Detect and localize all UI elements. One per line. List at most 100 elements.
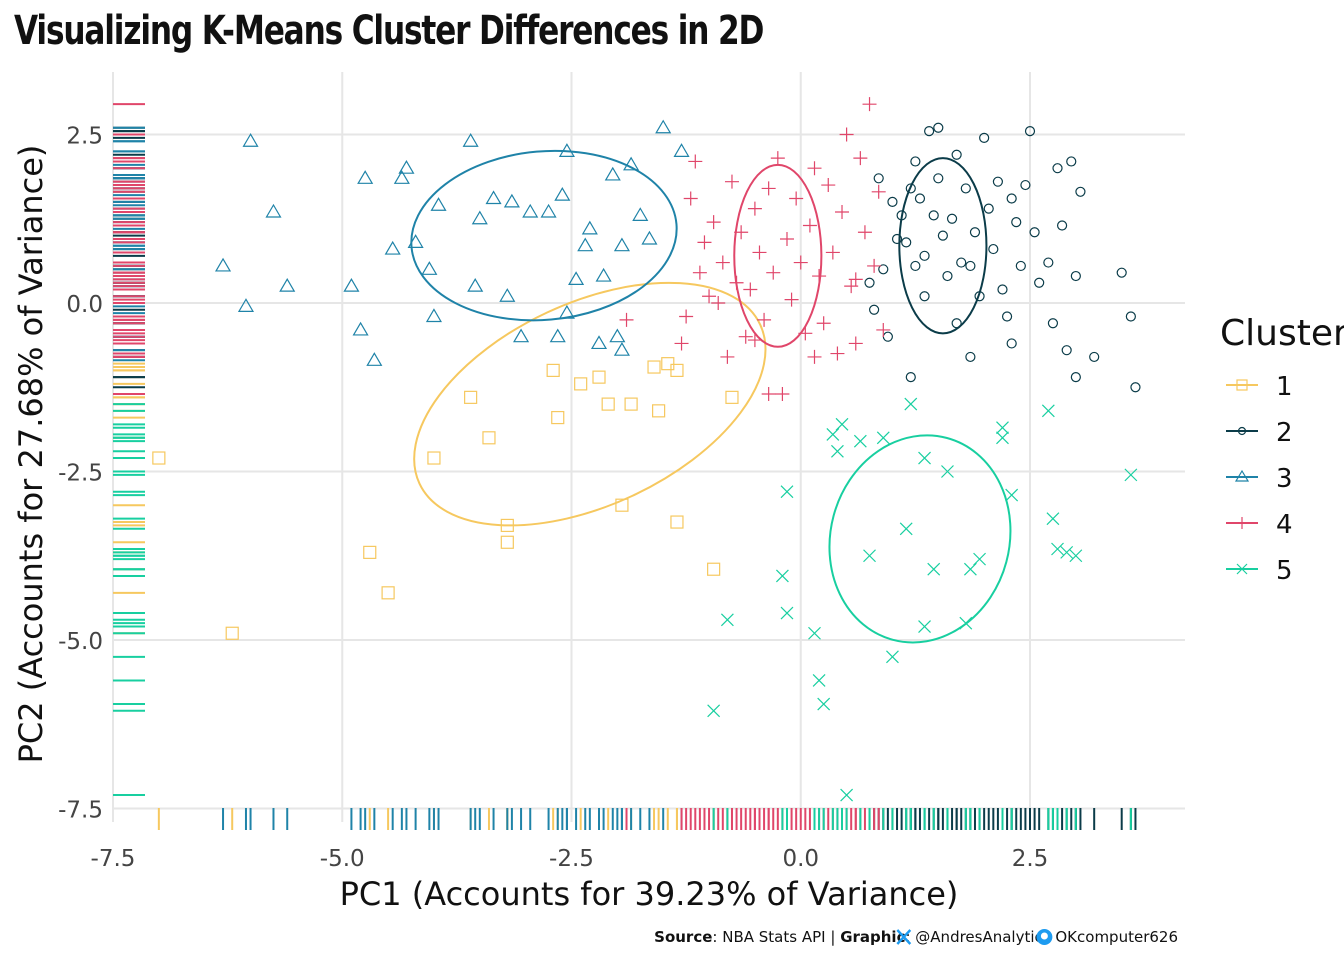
cluster-3-point [430, 197, 447, 211]
cluster-4-point [807, 349, 822, 364]
legend: 1 2 3 4 5 [1226, 372, 1293, 586]
cluster-1-point [601, 397, 615, 411]
cluster-2-point [1029, 227, 1040, 238]
cluster-2-point [997, 284, 1008, 295]
cluster-5-point [853, 434, 867, 448]
cluster-5-point [973, 552, 986, 566]
tick-labels: -7.5 -5.0 -2.5 0.0 2.5 2.5 0.0 -2.5 -5.0 -7.5 [58, 124, 1048, 873]
x-tick-label: -7.5 [91, 846, 136, 872]
y-tick-label: -2.5 [58, 461, 103, 487]
cluster-2-point [965, 351, 976, 363]
cluster-2-point [951, 318, 962, 329]
cluster-5-point [817, 697, 831, 711]
cluster-5-point [1124, 468, 1138, 482]
cluster-3-point [581, 220, 598, 235]
legend-label-3: 3 [1276, 464, 1293, 494]
x-tick-label: 0.0 [782, 846, 819, 872]
github-icon-face [1040, 932, 1048, 940]
cluster-2-point [992, 176, 1004, 187]
cluster-4-point [821, 178, 836, 193]
x-logo-icon-mark [896, 929, 912, 945]
cluster-3-point [613, 341, 630, 356]
cluster-4-point [720, 349, 735, 364]
cluster-4-point [807, 161, 822, 176]
legend-label-1: 1 [1276, 372, 1293, 402]
cluster-5-point [780, 606, 794, 620]
cluster-2-point [919, 250, 930, 261]
cluster-2-point [1130, 382, 1141, 393]
cluster-2-point [1056, 220, 1068, 231]
cluster-4-point [871, 184, 886, 199]
cluster-1-point [546, 363, 560, 377]
cluster-5-point [1060, 545, 1074, 559]
cluster-5-point [863, 549, 876, 563]
cluster-4-point [702, 289, 717, 304]
cluster-2-point [901, 237, 912, 248]
y-tick-label: 0.0 [66, 292, 103, 318]
legend-key-marker-4 [1236, 517, 1248, 529]
cluster-5-point [941, 465, 954, 478]
cluster-2-point [910, 260, 921, 272]
cluster-4-point [761, 386, 776, 401]
cluster-1-point [152, 451, 166, 465]
cluster-1-point [363, 545, 377, 559]
cluster-4-point [793, 255, 808, 270]
cluster-3-point [421, 261, 438, 275]
cluster-1-point [500, 518, 514, 533]
cluster-5-point [1046, 512, 1060, 526]
y-tick-label: -7.5 [58, 798, 103, 824]
cluster-1-point [592, 370, 606, 384]
cluster-5-point [840, 788, 854, 802]
cluster-3-point [471, 210, 488, 225]
cluster-2-point [1066, 156, 1077, 167]
cluster-4-point [766, 265, 781, 280]
x-tick-label: -2.5 [549, 846, 594, 872]
cluster-2-point [1047, 318, 1059, 329]
cluster-3-point [522, 203, 539, 218]
grid-lines [112, 72, 1185, 822]
cluster-3-point [214, 257, 232, 272]
legend-label-2: 2 [1276, 418, 1293, 448]
cluster-5-point [996, 431, 1009, 445]
cluster-1-point [647, 360, 661, 374]
cluster-2-point [1089, 351, 1100, 363]
cluster-4-point [853, 151, 868, 166]
cluster-2-point [1024, 126, 1036, 137]
cluster-5-point [707, 704, 721, 718]
legend-label-4: 4 [1276, 510, 1293, 540]
cluster-5-point [812, 674, 826, 687]
cluster-2-point [937, 230, 948, 241]
cluster-3-point [398, 160, 415, 174]
legend-title: Cluster [1220, 313, 1344, 354]
cluster-3-point [577, 237, 594, 252]
caption: Source: NBA Stats API | Graphic: @Andres… [654, 928, 1178, 946]
cluster-2-point [1116, 267, 1127, 278]
cluster-2-point [1011, 217, 1022, 228]
cluster-4-point [692, 265, 707, 280]
cluster-3-point [604, 166, 621, 181]
cluster-2-point [1070, 372, 1081, 383]
cluster-2-point [919, 291, 930, 302]
cluster-1-point [427, 451, 441, 465]
cluster-4-point [743, 282, 758, 297]
cluster-5-point [918, 620, 931, 633]
cluster-4-point [770, 151, 785, 166]
cluster-2-ellipse [898, 157, 988, 335]
cluster-2-point [1125, 311, 1136, 322]
github-handle: OKcomputer626 [1055, 928, 1178, 946]
cluster-5-point [780, 485, 794, 499]
legend-key-marker-3 [1234, 469, 1250, 482]
cluster-4-point [798, 326, 813, 341]
cluster-4-point [697, 235, 712, 250]
cluster-2-point [864, 277, 875, 288]
cluster-5-point [835, 417, 849, 431]
cluster-5-point [963, 562, 977, 576]
cluster-2-point [1006, 338, 1017, 349]
cluster-2-point [1020, 179, 1031, 191]
cluster-5-point [1005, 488, 1019, 502]
cluster-3-point [425, 308, 442, 323]
cluster-1-point [670, 515, 684, 529]
cluster-5-point [1069, 549, 1083, 563]
cluster-3-point [279, 277, 296, 292]
